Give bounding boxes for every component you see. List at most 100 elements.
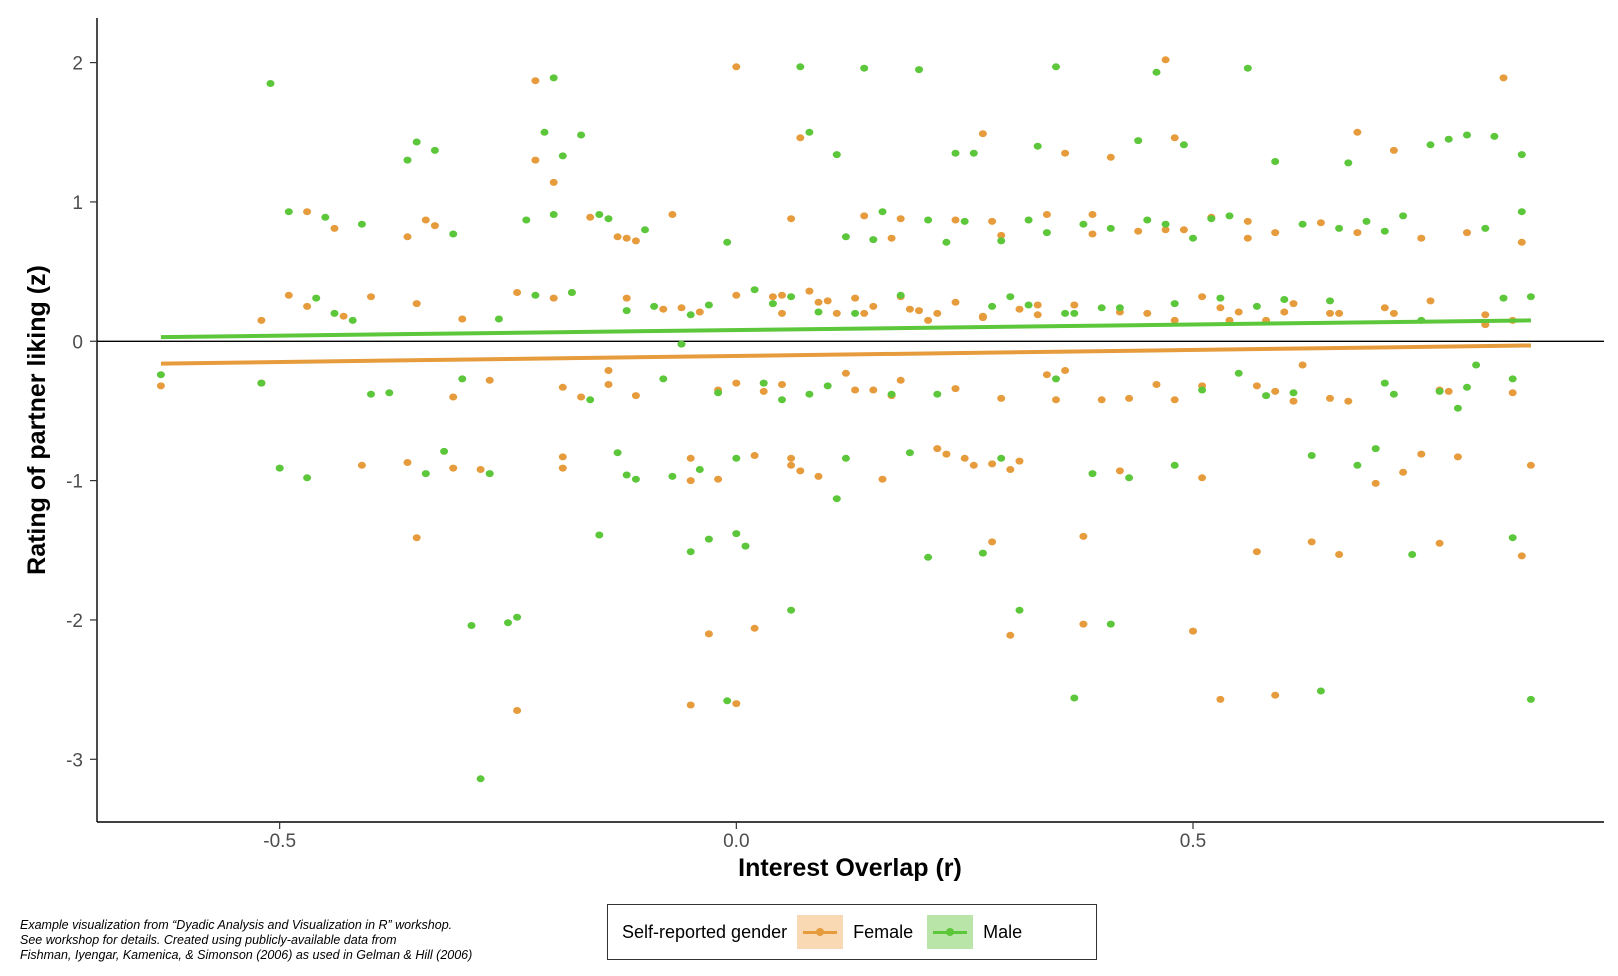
y-axis-title: Rating of partner liking (z)	[23, 265, 51, 575]
data-point	[156, 371, 165, 379]
data-point	[686, 701, 695, 709]
data-point	[421, 216, 430, 224]
data-point	[1453, 404, 1462, 412]
data-point	[960, 217, 969, 225]
data-point	[1106, 620, 1115, 628]
data-point	[1380, 379, 1389, 387]
data-point	[787, 606, 796, 614]
data-point	[449, 393, 458, 401]
data-point	[714, 389, 723, 397]
y-tick-label: 1	[72, 193, 83, 214]
data-point	[1042, 229, 1051, 237]
data-point	[266, 80, 275, 87]
data-point	[604, 215, 613, 223]
data-point	[1271, 158, 1280, 165]
data-point	[540, 128, 549, 136]
data-point	[896, 291, 905, 299]
data-point	[1408, 551, 1417, 558]
data-point	[1517, 151, 1526, 159]
data-point	[257, 379, 266, 387]
legend: Self-reported gender Female Male	[607, 904, 1097, 960]
data-point	[1106, 153, 1115, 161]
data-point	[367, 293, 375, 301]
data-point	[997, 454, 1006, 462]
data-point	[1243, 234, 1252, 242]
data-point	[303, 208, 312, 216]
data-point	[924, 316, 933, 324]
data-point	[1289, 397, 1298, 405]
data-point	[1262, 392, 1271, 400]
data-point	[513, 707, 522, 714]
data-point	[339, 312, 348, 320]
data-point	[1033, 142, 1042, 150]
data-point	[1189, 627, 1197, 635]
data-point	[531, 156, 540, 164]
data-point	[1326, 309, 1334, 317]
data-point	[905, 305, 914, 313]
data-point	[1161, 220, 1170, 228]
data-point	[695, 466, 704, 473]
data-point	[558, 464, 567, 472]
data-point	[412, 300, 421, 308]
data-point	[1517, 208, 1526, 216]
data-point	[357, 220, 366, 228]
data-point	[650, 302, 659, 310]
data-point	[449, 230, 458, 238]
data-point	[1088, 230, 1097, 238]
data-point	[1161, 56, 1170, 64]
data-point	[787, 215, 796, 223]
data-point	[1125, 394, 1134, 402]
data-point	[1463, 131, 1471, 139]
data-point	[604, 381, 613, 388]
data-point	[1088, 211, 1097, 218]
data-point	[832, 309, 841, 317]
data-point	[677, 340, 686, 348]
data-point	[1326, 297, 1334, 305]
data-point	[778, 309, 786, 317]
legend-title: Self-reported gender	[622, 921, 788, 942]
data-point	[303, 474, 312, 482]
data-point	[1298, 220, 1307, 228]
data-point	[732, 291, 741, 299]
data-point	[851, 386, 860, 394]
data-point	[659, 375, 668, 383]
data-point	[284, 291, 293, 299]
data-point	[604, 367, 613, 374]
data-point	[1097, 304, 1106, 312]
data-point	[1097, 396, 1106, 404]
data-point	[1517, 238, 1526, 246]
data-point	[768, 300, 777, 308]
data-point	[412, 138, 421, 146]
data-point	[348, 316, 357, 324]
data-point	[467, 622, 476, 629]
data-point	[549, 294, 558, 302]
data-point	[814, 308, 823, 316]
data-point	[1526, 293, 1535, 301]
data-point	[732, 63, 741, 71]
data-point	[686, 311, 695, 319]
series-male	[156, 63, 1535, 783]
y-tick-label: 0	[72, 332, 83, 353]
data-point	[1134, 137, 1143, 145]
data-point	[869, 302, 878, 310]
data-point	[896, 376, 905, 384]
data-point	[704, 630, 713, 638]
data-point	[577, 131, 586, 139]
data-point	[1389, 146, 1398, 154]
data-point	[1070, 301, 1079, 309]
data-point	[1353, 461, 1362, 469]
data-point	[860, 309, 869, 317]
data-point	[458, 375, 467, 383]
caption-line: See workshop for details. Created using …	[20, 933, 397, 947]
data-point	[641, 226, 649, 234]
data-point	[714, 475, 723, 483]
data-point	[823, 297, 832, 305]
data-point	[312, 294, 321, 302]
data-point	[1362, 217, 1371, 225]
data-point	[1170, 461, 1179, 469]
data-point	[1161, 226, 1170, 234]
data-point	[1444, 135, 1453, 143]
trend-line-male	[160, 318, 1531, 340]
data-point	[887, 390, 896, 398]
data-point	[513, 289, 522, 296]
